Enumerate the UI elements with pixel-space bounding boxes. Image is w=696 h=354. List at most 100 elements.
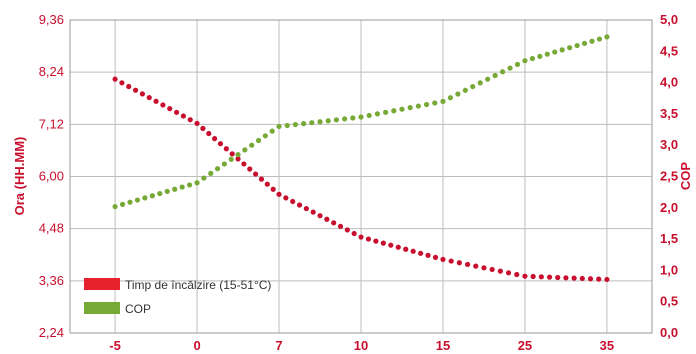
series-dot xyxy=(462,87,468,93)
series-dot xyxy=(395,244,401,250)
series-dot xyxy=(499,69,506,75)
x-tick-label: 15 xyxy=(436,338,450,353)
data-point xyxy=(604,34,610,40)
series-dot xyxy=(126,83,132,90)
series-dot xyxy=(333,117,340,123)
series-dot xyxy=(470,83,476,90)
series-dot xyxy=(164,188,170,195)
series-dot xyxy=(249,142,255,148)
series-dot xyxy=(425,252,431,258)
series-dot xyxy=(537,53,543,59)
series-dot xyxy=(221,161,227,167)
right-axis-title: COP xyxy=(678,162,693,191)
series-dot xyxy=(579,275,585,282)
series-dot xyxy=(497,268,503,274)
series-dot xyxy=(149,193,155,199)
series-layer xyxy=(112,34,610,283)
right-tick-label: 3,0 xyxy=(660,137,678,152)
series-dot xyxy=(344,227,350,233)
series-dot xyxy=(284,122,290,129)
series-dot xyxy=(270,186,276,192)
series-dot xyxy=(456,260,462,266)
series-dot xyxy=(410,248,416,254)
legend-label-heating-time: Timp de încălzire (15-51°C) xyxy=(125,278,271,292)
series-dot xyxy=(403,246,409,252)
series-dot xyxy=(317,119,323,125)
plot-area-border xyxy=(69,19,653,334)
series-dot xyxy=(127,199,133,205)
data-point xyxy=(522,273,528,279)
series-dot xyxy=(201,175,207,181)
series-dot xyxy=(290,198,296,205)
series-dot xyxy=(157,190,163,197)
series-dot xyxy=(253,171,259,177)
series-dot xyxy=(432,254,439,260)
series-dot xyxy=(350,115,356,121)
series-dot xyxy=(342,116,348,122)
legend-swatch-heating-time xyxy=(84,278,120,290)
series-dot xyxy=(173,109,180,115)
series-dot xyxy=(317,213,323,219)
series-dot xyxy=(464,261,471,268)
legend-label-cop: COP xyxy=(125,302,151,316)
series-dot xyxy=(351,230,357,237)
series-dot xyxy=(331,220,337,226)
left-tick-label: 7,12 xyxy=(39,116,64,131)
series-dot xyxy=(563,275,569,281)
series-dot xyxy=(596,36,603,42)
chart-grid xyxy=(70,20,652,333)
series-dot xyxy=(180,113,186,119)
legend-swatch-cop xyxy=(84,302,120,314)
data-point xyxy=(194,120,200,127)
series-dot xyxy=(432,100,438,106)
series-dot xyxy=(264,181,270,187)
x-tick-label: 10 xyxy=(354,338,368,353)
series-dot xyxy=(538,274,544,280)
series-dot xyxy=(473,263,479,269)
series-dot xyxy=(310,209,316,215)
right-tick-label: 0,0 xyxy=(660,325,678,340)
series-dot xyxy=(167,106,173,112)
series-dot xyxy=(292,121,299,128)
series-dot xyxy=(134,197,141,203)
left-tick-label: 2,24 xyxy=(39,325,64,340)
series-dot xyxy=(589,38,595,44)
left-tick-label: 4,48 xyxy=(39,221,64,236)
right-tick-label: 2,0 xyxy=(660,200,678,215)
right-tick-label: 4,5 xyxy=(660,43,678,58)
data-point xyxy=(604,276,610,283)
series-dot xyxy=(423,101,430,108)
series-dot xyxy=(587,276,594,282)
x-tick-label: 25 xyxy=(518,338,532,353)
series-dot xyxy=(492,72,498,79)
left-tick-label: 6,00 xyxy=(39,169,64,184)
series-dot xyxy=(382,109,389,115)
legend: Timp de încălzire (15-51°C) COP xyxy=(84,278,271,316)
right-tick-label: 5,0 xyxy=(660,12,678,27)
series-dot xyxy=(559,47,565,53)
series-dot xyxy=(380,240,386,246)
series-dot xyxy=(242,147,248,153)
series-dot xyxy=(574,42,580,49)
series-dot xyxy=(514,271,520,278)
data-point xyxy=(358,234,364,240)
series-dot xyxy=(296,202,303,208)
series-dot xyxy=(212,136,218,142)
series-dot xyxy=(544,51,550,57)
series-dot xyxy=(217,141,224,147)
series-dot xyxy=(187,117,193,123)
series-dot xyxy=(581,40,588,46)
series-dot xyxy=(415,103,421,109)
left-tick-label: 3,36 xyxy=(39,273,64,288)
x-tick-label: 35 xyxy=(600,338,614,353)
right-tick-label: 1,5 xyxy=(660,231,678,246)
series-dot xyxy=(283,195,289,201)
series-dot xyxy=(262,133,268,139)
series-heating-time xyxy=(112,76,610,283)
series-dot xyxy=(214,166,221,172)
series-dot xyxy=(596,276,602,282)
series-dot xyxy=(365,236,372,242)
series-dot xyxy=(119,80,125,86)
series-dot xyxy=(388,242,394,248)
